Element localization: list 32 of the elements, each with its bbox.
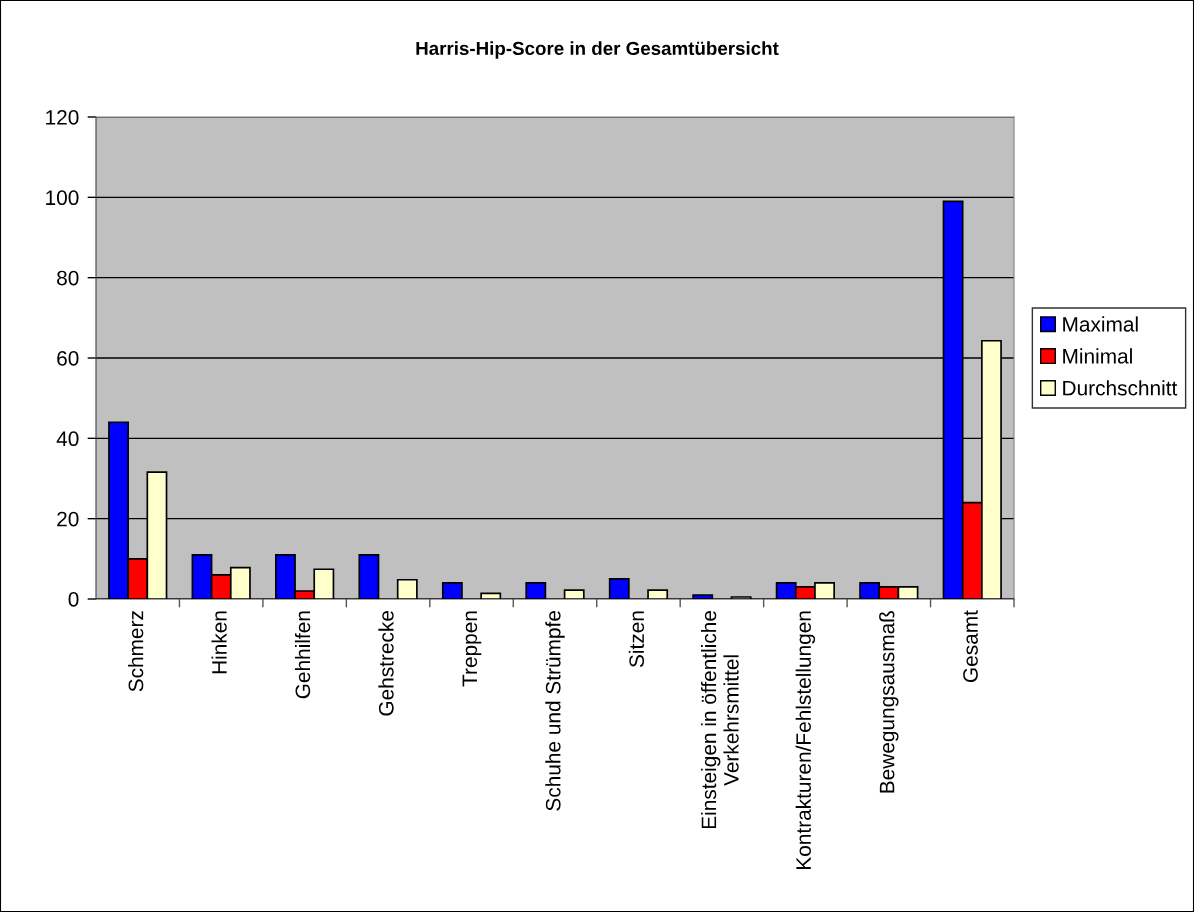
bar <box>608 578 630 599</box>
bar <box>730 596 752 599</box>
x-tick-label: Gehstrecke <box>378 611 394 716</box>
y-tick-label: 60 <box>57 351 79 366</box>
x-tick-label: Bewegungsausmaß <box>879 610 899 793</box>
bar <box>480 592 502 599</box>
bar <box>525 582 547 599</box>
bar <box>563 589 585 599</box>
y-tick-label: 120 <box>46 110 79 125</box>
legend-label: Maximal <box>1063 316 1138 332</box>
x-tick-label: Schmerz <box>128 611 144 692</box>
x-tick-label: Sitzen <box>628 611 645 668</box>
x-tick-label: Gehhilfen <box>294 611 311 699</box>
y-tick-label: 20 <box>57 511 79 527</box>
y-tick-label: 40 <box>56 431 79 447</box>
x-tick-label: Gesamt <box>963 610 978 682</box>
y-tick-label: 0 <box>68 592 79 607</box>
bar <box>358 553 380 599</box>
bar <box>647 589 669 599</box>
y-tick-label: 80 <box>57 270 79 286</box>
chart-title: Harris-Hip-Score in der Gesamtübersicht <box>416 41 779 59</box>
y-tick-label: 100 <box>46 190 79 206</box>
bar <box>441 582 463 599</box>
x-tick-label: Einsteigen in öffentliche Verkehrsmittel <box>700 611 739 829</box>
bar <box>692 594 714 599</box>
legend-label: Minimal <box>1063 348 1132 364</box>
x-tick-label: Kontrakturen/Fehlstellungen <box>795 611 816 869</box>
bar <box>396 578 418 599</box>
legend-label: Durchschnitt <box>1063 380 1178 396</box>
x-tick-label: Treppen <box>462 611 482 687</box>
x-tick-label: Hinken <box>211 611 227 674</box>
x-tick-label: Schuhe und Strümpfe <box>545 611 565 811</box>
